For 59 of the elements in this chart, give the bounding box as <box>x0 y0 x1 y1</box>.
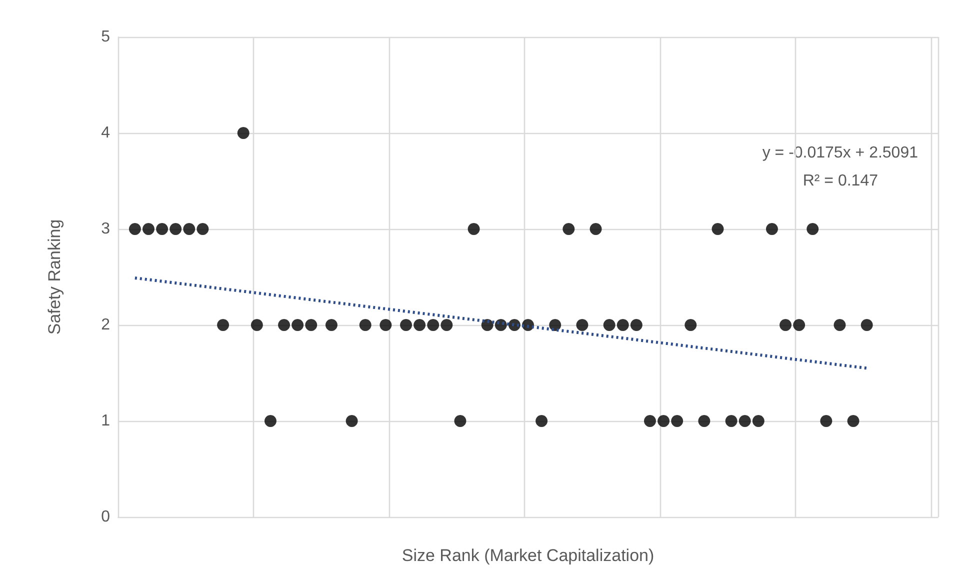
point <box>549 319 562 331</box>
point <box>766 223 778 235</box>
point <box>698 415 710 427</box>
y-tick-label: 1 <box>101 412 110 430</box>
point <box>481 319 494 331</box>
point <box>562 223 575 235</box>
point <box>278 319 290 331</box>
point <box>658 415 670 427</box>
point <box>346 415 358 427</box>
point <box>128 223 141 235</box>
point <box>738 415 751 427</box>
point <box>820 415 832 427</box>
x-axis-title: Size Rank (Market Capitalization) <box>402 546 654 565</box>
annotation: R² = 0.147 <box>802 172 878 190</box>
annotation: y = -0.0175x + 2.5091 <box>762 144 918 162</box>
point <box>237 127 250 139</box>
point <box>468 223 480 235</box>
point <box>400 319 412 331</box>
point <box>834 319 846 331</box>
point <box>806 223 819 235</box>
point <box>142 223 154 235</box>
y-tick-label: 4 <box>101 124 110 142</box>
point <box>671 415 684 427</box>
point <box>644 415 656 427</box>
point <box>305 319 318 331</box>
point <box>454 415 466 427</box>
y-axis-title: Safety Ranking <box>45 219 64 335</box>
point <box>590 223 602 235</box>
point <box>292 319 304 331</box>
point <box>156 223 168 235</box>
point <box>752 415 764 427</box>
point <box>616 319 629 331</box>
point <box>250 319 263 331</box>
point <box>603 319 616 331</box>
point <box>359 319 372 331</box>
point <box>780 319 792 331</box>
point <box>427 319 440 331</box>
point <box>264 415 276 427</box>
point <box>847 415 860 427</box>
point <box>536 415 548 427</box>
point <box>170 223 182 235</box>
y-tick-label: 3 <box>101 220 110 238</box>
point <box>183 223 196 235</box>
point <box>380 319 392 331</box>
y-tick-label: 0 <box>101 508 110 526</box>
point <box>712 223 724 235</box>
point <box>860 319 873 331</box>
y-tick-label: 5 <box>101 28 110 46</box>
point <box>217 319 230 331</box>
point <box>793 319 806 331</box>
point <box>414 319 426 331</box>
point <box>576 319 588 331</box>
point <box>725 415 738 427</box>
point <box>684 319 697 331</box>
point <box>325 319 338 331</box>
y-tick-label: 2 <box>101 316 110 334</box>
point <box>440 319 453 331</box>
point <box>630 319 642 331</box>
point <box>196 223 209 235</box>
